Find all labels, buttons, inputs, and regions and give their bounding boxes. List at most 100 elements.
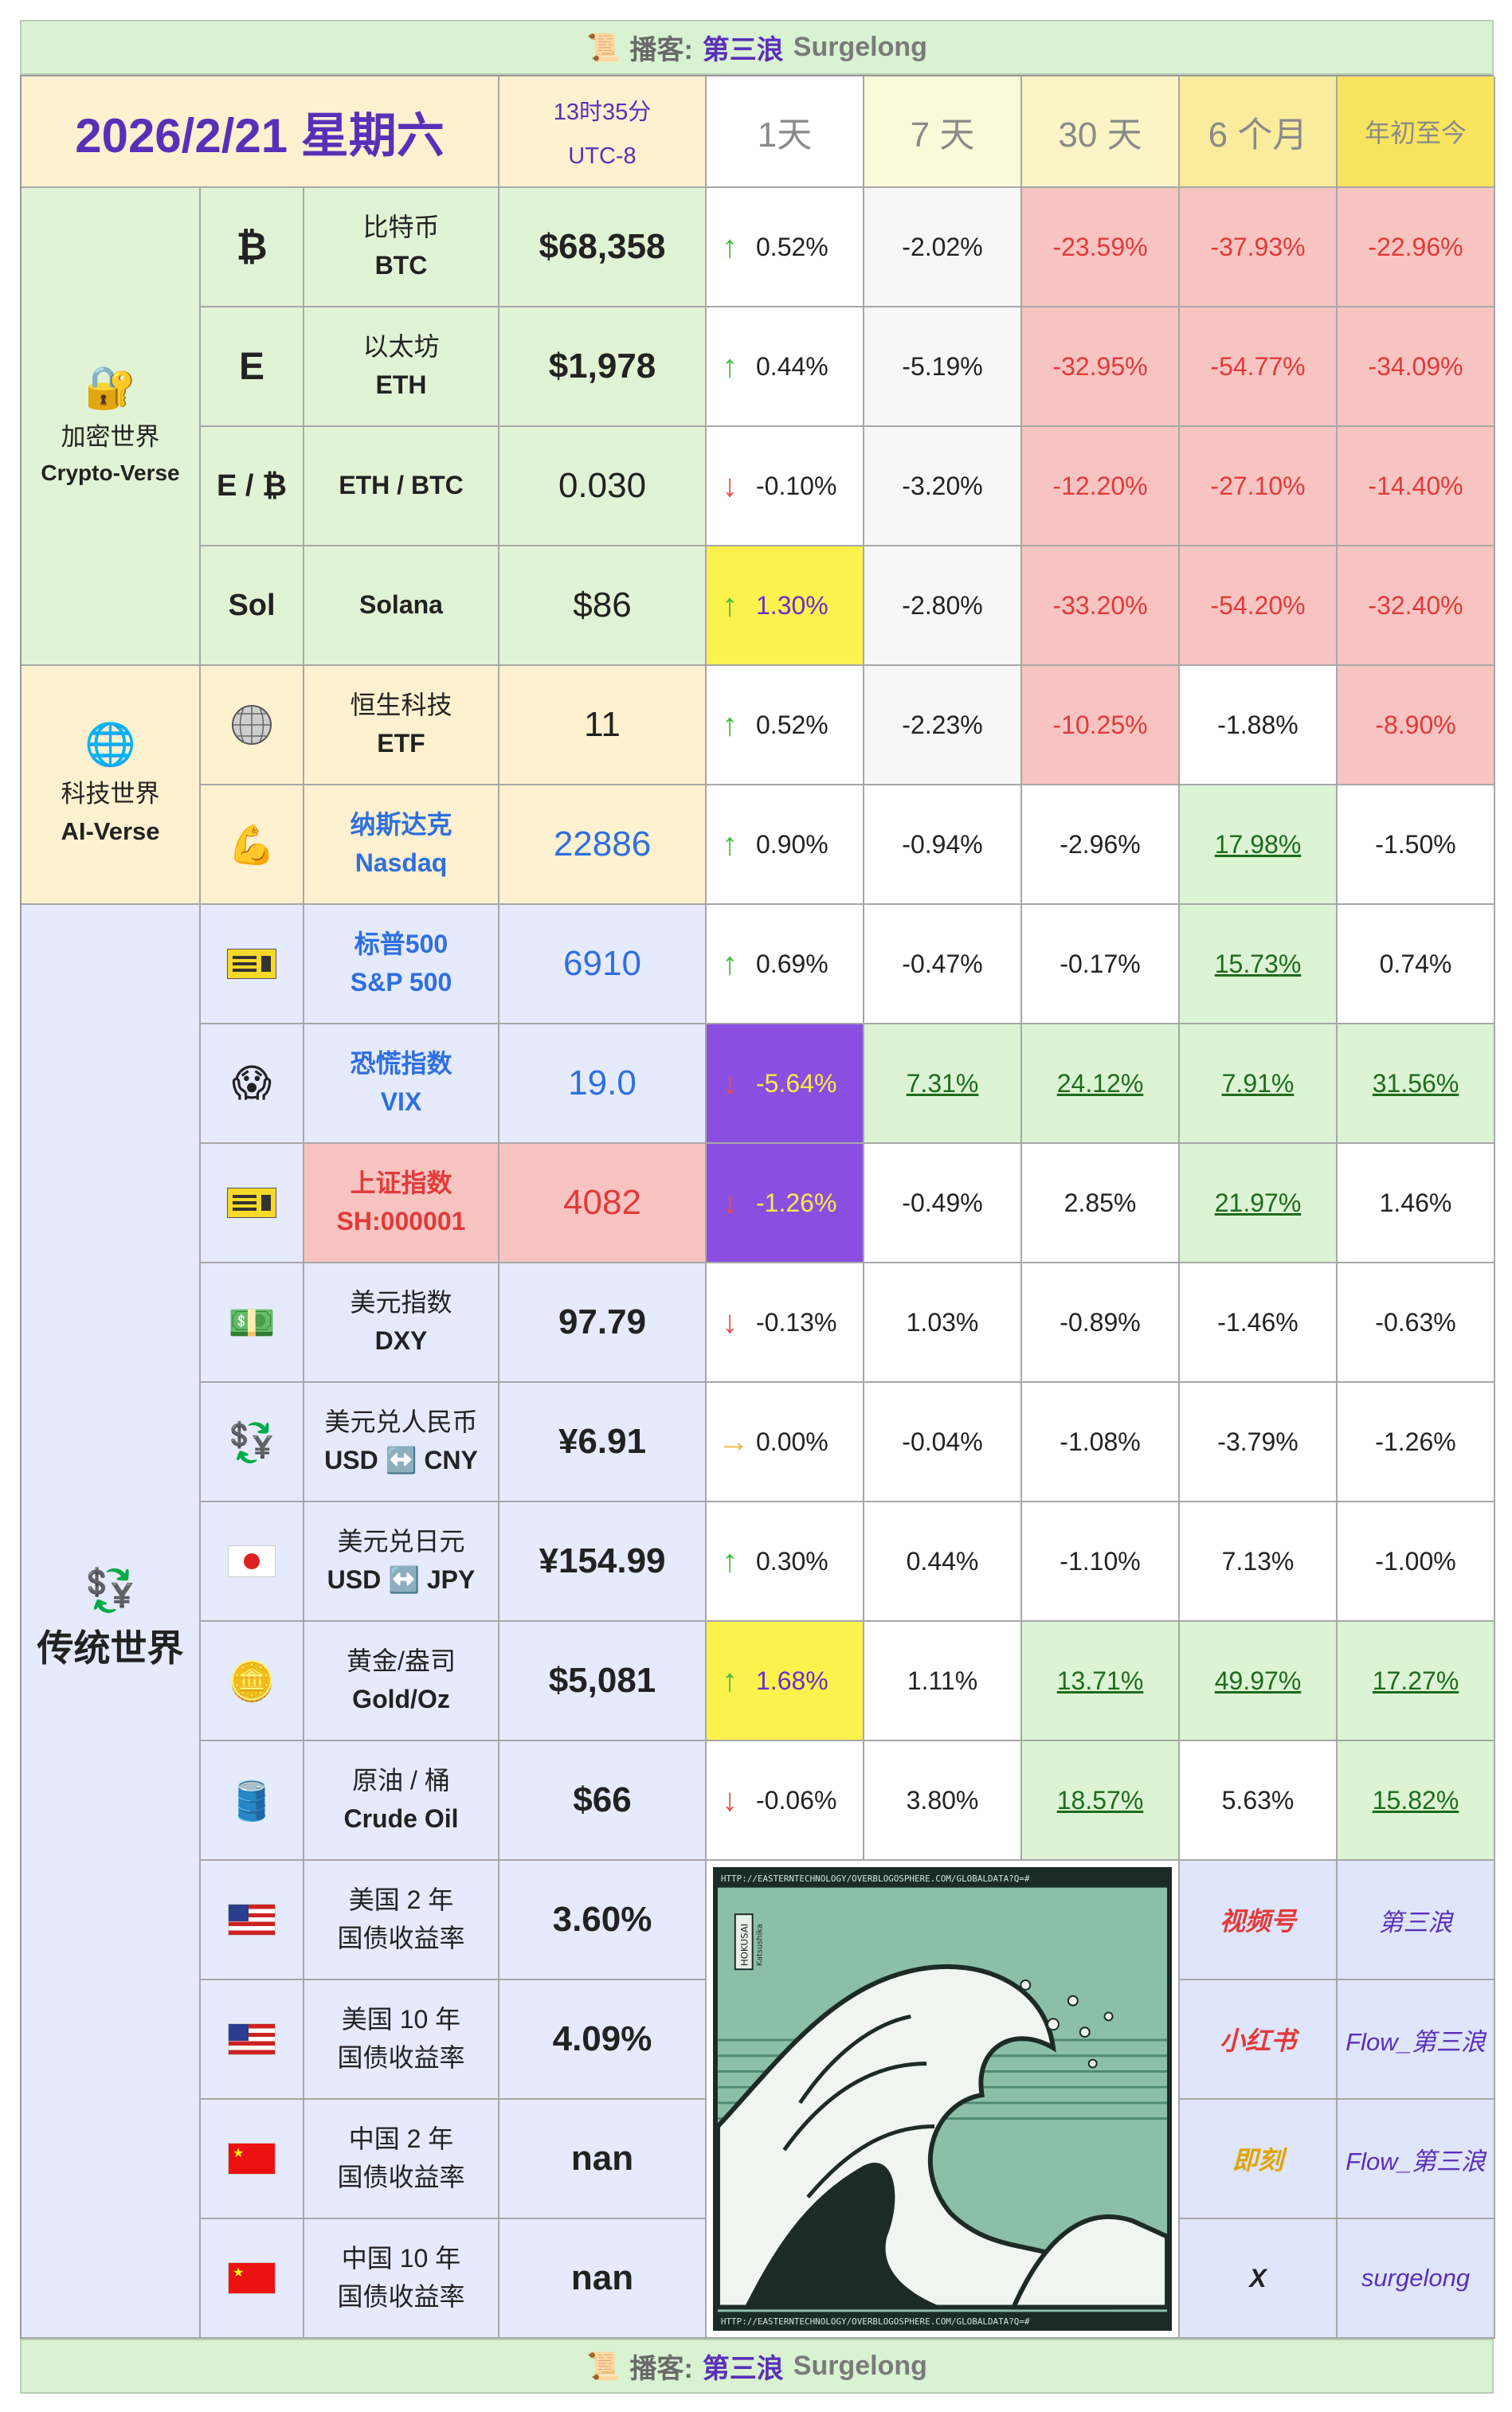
change-6m: -1.88% <box>1180 666 1338 785</box>
asset-name-en: Gold/Oz <box>352 1685 450 1713</box>
banner-name-en: Surgelong <box>793 32 927 62</box>
social-handle[interactable]: surgelong <box>1338 2219 1495 2339</box>
asset-name-cn: 恒生科技 <box>350 691 452 720</box>
currency-exchange-icon: 💱 <box>201 1383 304 1502</box>
asset-name-en: ETH / BTC <box>339 471 464 500</box>
asset-name: 美元兑日元 USD ↔️ JPY <box>304 1502 499 1622</box>
change-1d: ↑ 0.30% <box>707 1502 864 1622</box>
asset-name-en: Nasdaq <box>354 848 448 877</box>
social-handle[interactable]: 第三浪 <box>1338 1861 1495 1980</box>
social-platform[interactable]: 视频号 <box>1180 1861 1338 1980</box>
social-handle[interactable]: Flow_第三浪 <box>1338 1980 1495 2100</box>
asset-price: $68,358 <box>499 188 707 307</box>
asset-name: 恒生科技 ETF <box>304 666 499 785</box>
banner-name-cn: 第三浪 <box>702 2354 784 2384</box>
change-30d: 13.71% <box>1022 1622 1180 1741</box>
change-1d: ↑ 0.69% <box>707 905 864 1024</box>
change-6m: -27.10% <box>1180 427 1338 546</box>
asset-name-en: 国债收益率 <box>337 2163 465 2191</box>
globe-icon: 🌐 <box>84 721 136 768</box>
asset-name-en: ETH <box>375 370 427 399</box>
social-platform[interactable]: X <box>1180 2219 1338 2339</box>
change-7d: -3.20% <box>864 427 1022 546</box>
change-7d: -0.47% <box>864 905 1022 1024</box>
asset-price: 0.030 <box>499 427 707 546</box>
change-1d: ↓ -0.06% <box>707 1741 864 1861</box>
change-30d: -1.10% <box>1022 1502 1180 1622</box>
asset-name: 美国 2 年 国债收益率 <box>304 1861 499 1980</box>
arrow-down-icon: ↓ <box>722 1065 738 1101</box>
social-platform[interactable]: 小红书 <box>1180 1980 1338 2100</box>
asset-name-en: ETF <box>377 729 425 758</box>
asset-name: 标普500 S&P 500 <box>304 905 499 1024</box>
artwork-url-bottom: HTTP://EASTERNTECHNOLOGY/OVERBLOGOSPHERE… <box>721 2316 1030 2327</box>
asset-name-cn: 美元指数 <box>350 1288 452 1318</box>
change-1d-value: 0.30% <box>756 1546 828 1576</box>
section-tech-cn: 科技世界 <box>61 779 160 808</box>
banner-prefix: 播客: <box>629 2354 693 2384</box>
change-1d-value: 0.00% <box>756 1427 828 1456</box>
arrow-up-icon: ↑ <box>722 348 738 384</box>
ticket-icon <box>201 1144 304 1263</box>
asset-name-en: Solana <box>359 590 443 620</box>
section-crypto-en: Crypto-Verse <box>41 460 180 485</box>
change-30d: 2.85% <box>1022 1144 1180 1263</box>
solana-icon: Sol <box>201 546 304 666</box>
change-1d: ↑ 0.90% <box>707 785 864 905</box>
asset-name: 美国 10 年 国债收益率 <box>304 1980 499 2100</box>
asset-name: 比特币 BTC <box>304 188 499 307</box>
change-30d: -2.96% <box>1022 785 1180 905</box>
section-crypto-cn: 加密世界 <box>61 422 160 451</box>
change-6m: -54.77% <box>1180 307 1338 427</box>
asset-price: 4082 <box>499 1144 707 1263</box>
asset-name-cn: 中国 2 年 <box>348 2124 454 2154</box>
change-7d: -2.23% <box>864 666 1022 785</box>
period-6m-header: 6 个月 <box>1180 76 1338 188</box>
disco-ball-icon <box>201 666 304 785</box>
asset-price: 6910 <box>499 905 707 1024</box>
asset-price: 4.09% <box>499 1980 707 2100</box>
asset-name: 美元兑人民币 USD ↔️ CNY <box>304 1383 499 1502</box>
change-ytd: 17.27% <box>1338 1622 1495 1741</box>
asset-name-en: SH:000001 <box>336 1207 466 1235</box>
eth-btc-icon: E / ₿ <box>201 427 304 546</box>
change-6m: 17.98% <box>1180 785 1338 905</box>
top-banner: 📜 播客: 第三浪 Surgelong <box>20 20 1494 75</box>
social-platform[interactable]: 即刻 <box>1180 2100 1338 2219</box>
flexed-bicep-icon: 💪 <box>201 785 304 905</box>
artwork-url: HTTP://EASTERNTECHNOLOGY/OVERBLOGOSPHERE… <box>721 1874 1030 1884</box>
change-1d: ↑ 1.30% <box>707 546 864 666</box>
asset-name: 纳斯达克 Nasdaq <box>304 785 499 905</box>
asset-name-cn: 纳斯达克 <box>350 810 452 840</box>
social-handle[interactable]: Flow_第三浪 <box>1338 2100 1495 2219</box>
asset-name: 美元指数 DXY <box>304 1263 499 1383</box>
change-30d: -23.59% <box>1022 188 1180 307</box>
ticket-shape <box>227 1188 276 1218</box>
date-header: 2026/2/21 星期六 <box>22 76 499 188</box>
asset-name: 原油 / 桶 Crude Oil <box>304 1741 499 1861</box>
asset-price: 3.60% <box>499 1861 707 1980</box>
change-1d-value: 0.69% <box>756 949 828 978</box>
asset-name-cn: 以太坊 <box>362 332 440 362</box>
change-ytd: 15.82% <box>1338 1741 1495 1861</box>
asset-name-en: 国债收益率 <box>337 2282 465 2311</box>
change-7d: 0.44% <box>864 1502 1022 1622</box>
artwork-seal: HOKUSAI <box>739 1924 750 1967</box>
period-ytd-header: 年初至今 <box>1338 76 1495 188</box>
arrow-down-icon: ↓ <box>722 468 738 503</box>
change-1d-value: 0.90% <box>756 829 828 859</box>
asset-price: 19.0 <box>499 1024 707 1144</box>
asset-name-cn: 黄金/盎司 <box>347 1647 456 1676</box>
asset-name-cn: 中国 10 年 <box>341 2244 461 2273</box>
asset-price: 11 <box>499 666 707 785</box>
currency-exchange-icon: 💱 <box>84 1568 136 1614</box>
asset-name-en: USD ↔️ CNY <box>324 1446 478 1474</box>
arrow-down-icon: ↓ <box>722 1782 738 1818</box>
ticket-icon <box>201 905 304 1024</box>
change-1d: ↓ -5.64% <box>707 1024 864 1144</box>
asset-name: ETH / BTC <box>304 427 499 546</box>
change-7d: -0.49% <box>864 1144 1022 1263</box>
ticket-shape <box>227 949 276 979</box>
asset-name-en: BTC <box>374 251 428 280</box>
asset-name: Solana <box>304 546 499 666</box>
